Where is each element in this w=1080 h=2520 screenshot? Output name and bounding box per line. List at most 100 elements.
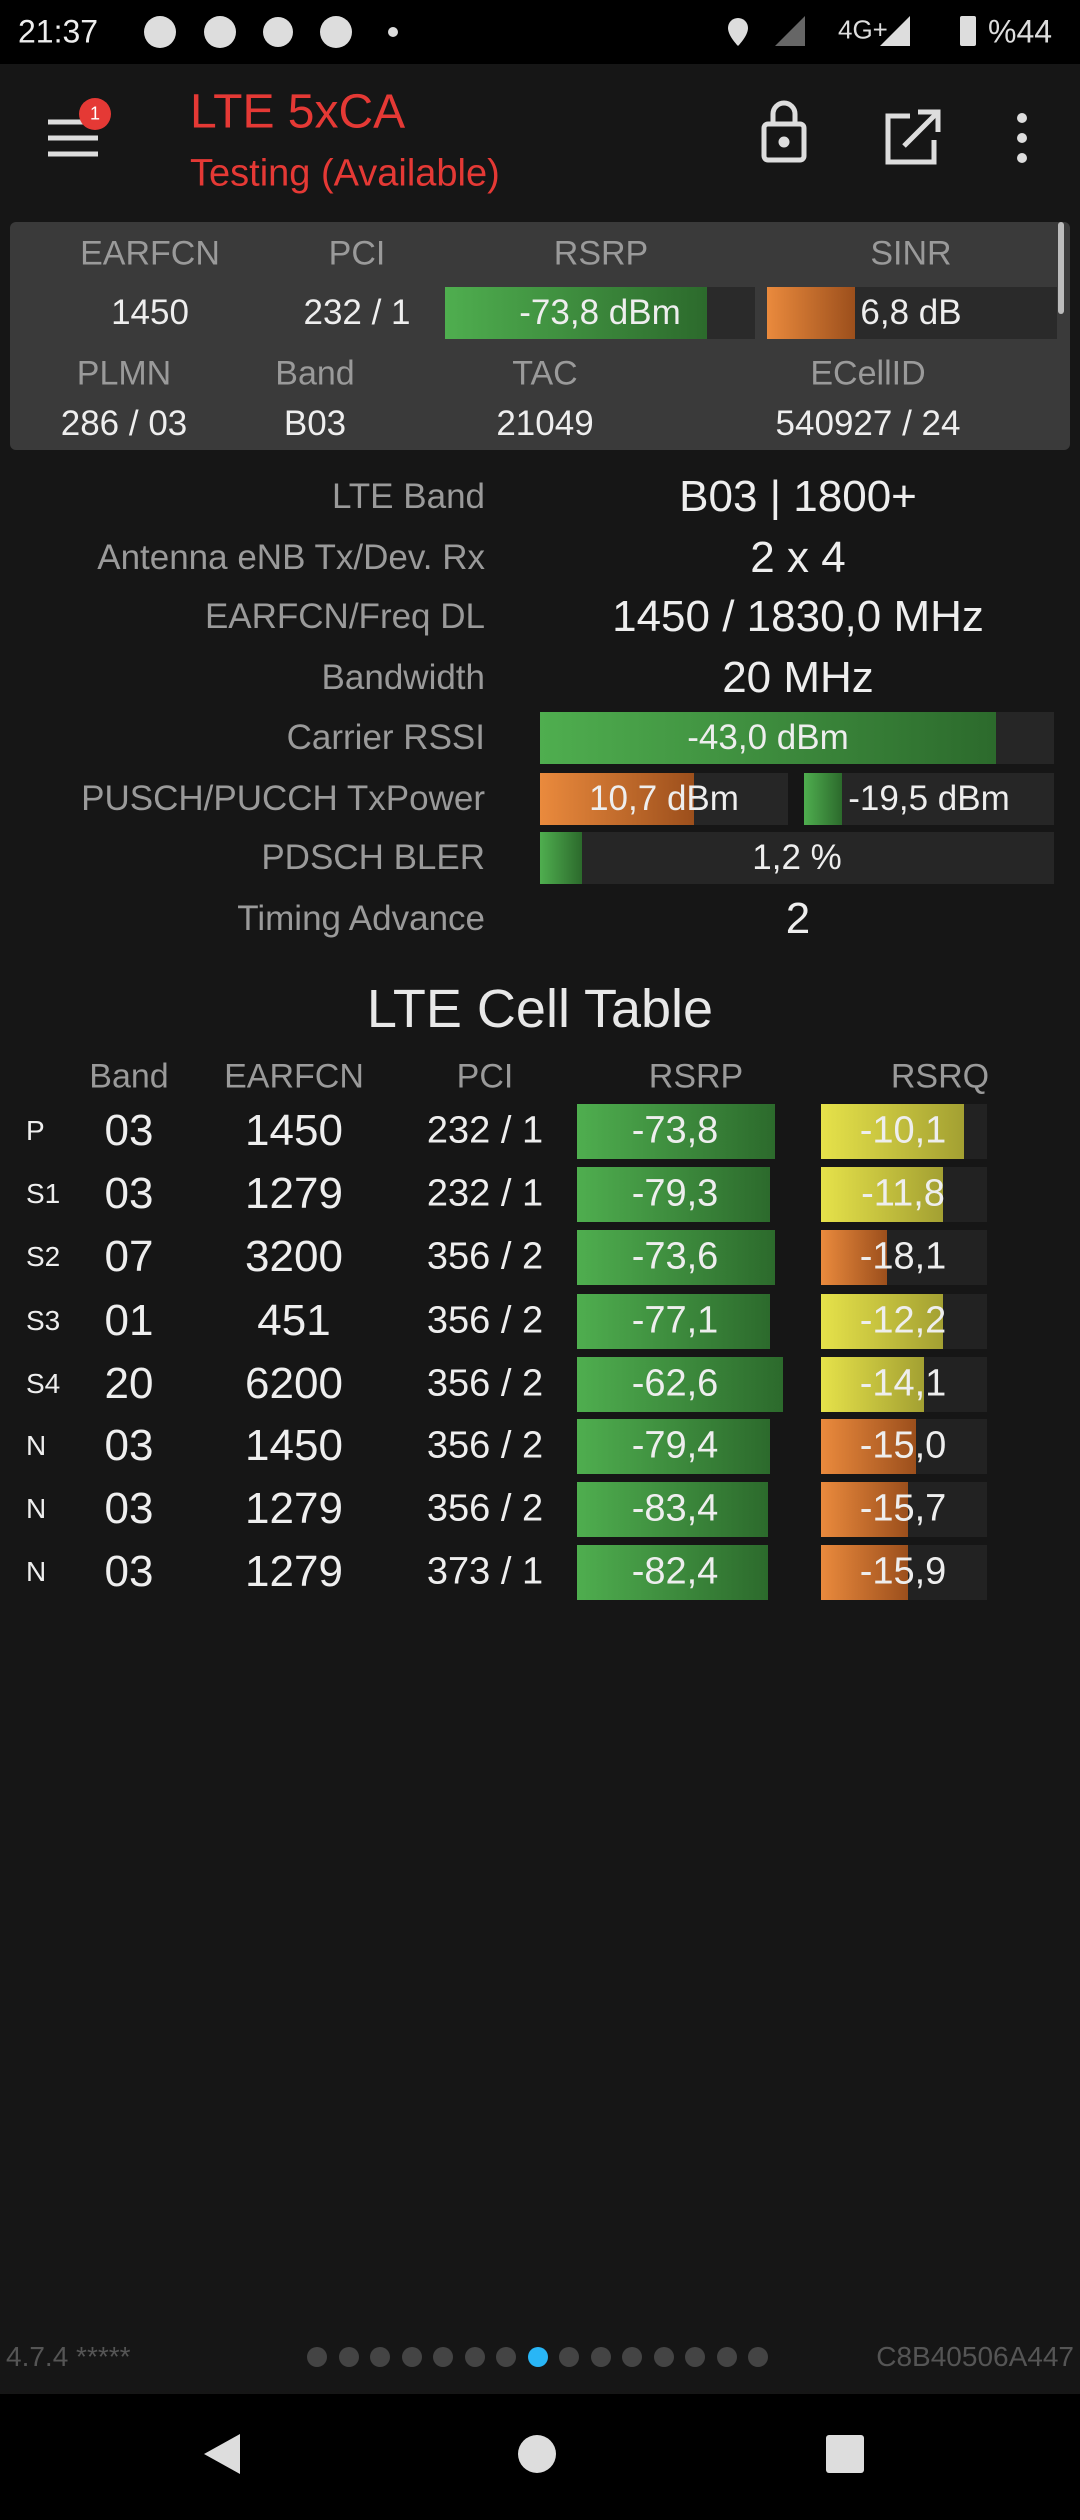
row-type: N <box>26 1430 47 1461</box>
table-header: PCI <box>456 1057 514 1096</box>
page-dot[interactable] <box>338 2347 359 2367</box>
summary-header: ECellID <box>810 354 926 393</box>
detail-label: Carrier RSSI <box>286 718 485 757</box>
gauge-fill <box>577 1293 770 1349</box>
gauge-value: -14,1 <box>859 1362 947 1405</box>
device-id: C8B40506A447 <box>876 2341 1074 2372</box>
page-dot[interactable] <box>653 2347 674 2367</box>
gauge-value: -19,5 dBm <box>848 779 1010 818</box>
gauge-fill <box>821 1293 943 1349</box>
recents-button[interactable] <box>826 2435 864 2473</box>
gauge-fill <box>577 1103 775 1159</box>
gauge-fill <box>577 1356 783 1412</box>
earfcn-cell: 1450 <box>245 1106 343 1155</box>
summary-value: 540927 / 24 <box>775 404 961 443</box>
row-type: S4 <box>26 1368 61 1399</box>
more-button[interactable] <box>1017 113 1027 163</box>
gauge-fill <box>445 287 707 339</box>
app-version: 4.7.4 ***** <box>6 2341 131 2372</box>
summary-value: 286 / 03 <box>60 404 188 443</box>
page-dot[interactable] <box>496 2347 516 2367</box>
summary-header: RSRP <box>553 234 649 273</box>
gauge-fill <box>577 1229 775 1285</box>
pci-cell: 356 / 2 <box>426 1424 544 1467</box>
detail-value: 1450 / 1830,0 MHz <box>612 592 984 641</box>
summary-value: 21049 <box>496 404 594 443</box>
band-cell: 03 <box>104 1169 154 1218</box>
page-dot[interactable] <box>370 2347 390 2367</box>
row-type: N <box>26 1493 47 1524</box>
earfcn-cell: 1279 <box>245 1547 343 1596</box>
gauge-value: -15,0 <box>859 1424 947 1467</box>
summary-header: PLMN <box>76 354 172 393</box>
battery: %44 <box>988 13 1053 50</box>
gauge-fill <box>540 773 694 825</box>
earfcn-cell: 1279 <box>245 1484 343 1533</box>
row-type: P <box>26 1115 45 1146</box>
earfcn-cell: 1279 <box>245 1169 343 1218</box>
gauge-value: -73,6 <box>631 1235 719 1278</box>
pci-cell: 373 / 1 <box>426 1550 544 1593</box>
page-dot[interactable] <box>433 2347 453 2367</box>
earfcn-cell: 3200 <box>245 1232 343 1281</box>
gauge-fill <box>821 1544 908 1600</box>
band-cell: 20 <box>104 1359 154 1408</box>
band-cell: 01 <box>104 1296 154 1345</box>
notification-badge: 1 <box>89 103 101 124</box>
earfcn-cell: 6200 <box>245 1359 343 1408</box>
row-type: S1 <box>26 1178 61 1209</box>
back-button[interactable] <box>204 2434 240 2474</box>
detail-value: 2 x 4 <box>750 533 846 582</box>
lock-button[interactable] <box>761 100 807 163</box>
gauge-value: -12,2 <box>859 1299 947 1342</box>
scrollbar <box>1058 222 1064 314</box>
app-subtitle: Testing (Available) <box>190 152 500 195</box>
summary-header: EARFCN <box>80 234 220 273</box>
summary-value: 1450 <box>111 293 189 332</box>
gauge-value: -11,8 <box>861 1172 945 1215</box>
app-bar-icons <box>48 98 1027 165</box>
page-dot[interactable] <box>464 2347 485 2367</box>
gauge-value: -77,1 <box>631 1299 719 1342</box>
page-dot[interactable] <box>590 2347 611 2367</box>
summary-header: SINR <box>870 234 952 273</box>
gauge-value: -73,8 dBm <box>519 293 681 332</box>
summary-header: PCI <box>328 234 386 273</box>
earfcn-cell: 451 <box>257 1296 331 1345</box>
gauge-value: 1,2 % <box>752 838 842 877</box>
earfcn-cell: 1450 <box>245 1421 343 1470</box>
gauge-value: -18,1 <box>859 1235 947 1278</box>
gauge-track <box>804 773 1054 825</box>
page-dot[interactable] <box>622 2347 642 2367</box>
gauge-value: -79,4 <box>631 1424 719 1467</box>
detail-label: EARFCN/Freq DL <box>204 597 485 636</box>
open-button[interactable] <box>885 109 941 165</box>
detail-value: 20 MHz <box>722 653 874 702</box>
gauge-fill <box>577 1418 770 1474</box>
page-dot[interactable] <box>685 2347 705 2367</box>
gauge-fill <box>577 1544 768 1600</box>
detail-label: Timing Advance <box>237 899 485 938</box>
table-header: RSRP <box>648 1057 744 1096</box>
detail-label: PUSCH/PUCCH TxPower <box>81 779 485 818</box>
row-type: S3 <box>26 1305 61 1336</box>
gauge-value: -43,0 dBm <box>687 718 849 757</box>
detail-label: PDSCH BLER <box>261 838 485 877</box>
gauge-fill <box>540 832 582 884</box>
table-header: RSRQ <box>890 1057 990 1096</box>
gauge-value: -62,6 <box>631 1362 719 1405</box>
gauge-fill <box>821 1418 916 1474</box>
pci-cell: 232 / 1 <box>426 1109 544 1152</box>
row-type: N <box>26 1556 47 1587</box>
page-dot[interactable] <box>559 2347 579 2367</box>
pci-cell: 356 / 2 <box>426 1362 544 1405</box>
page-dot[interactable] <box>716 2347 737 2367</box>
page-dot[interactable] <box>748 2347 768 2367</box>
page-dot[interactable] <box>527 2347 548 2367</box>
page-dot[interactable] <box>307 2347 327 2367</box>
detail-value: 2 <box>785 894 811 943</box>
pci-cell: 356 / 2 <box>426 1235 544 1278</box>
gauge-value: -73,8 <box>631 1109 719 1152</box>
home-button[interactable] <box>518 2435 556 2473</box>
page-dot[interactable] <box>401 2347 422 2367</box>
